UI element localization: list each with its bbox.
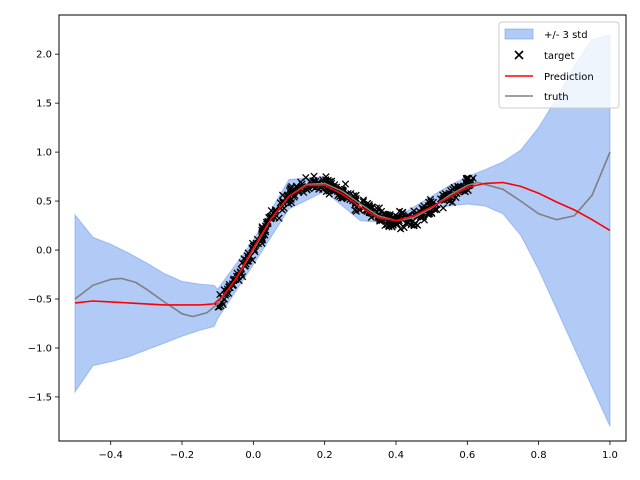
std-band (74, 33, 611, 427)
target-point (400, 223, 408, 232)
target-point (303, 186, 311, 194)
y-tick-label: −0.5 (28, 295, 52, 306)
y-tick-label: −1.0 (28, 343, 52, 354)
plot-area (74, 33, 611, 427)
target-point (310, 172, 318, 180)
target-point (286, 184, 295, 192)
target-point (426, 195, 435, 204)
legend-truth-label: truth (544, 92, 569, 103)
target-point (359, 196, 368, 204)
x-tick-label: 0.6 (459, 450, 475, 461)
legend-box (498, 21, 620, 109)
legend-target-label: target (544, 51, 574, 62)
target-point (338, 192, 346, 200)
target-point (322, 176, 330, 184)
target-point (407, 221, 415, 229)
target-point (469, 174, 477, 182)
x-tick-label: −0.4 (99, 450, 123, 461)
legend: +/- 3 std target Prediction truth (498, 21, 620, 109)
target-point (462, 174, 470, 183)
prediction-line-layer (74, 181, 611, 306)
target-point (428, 209, 436, 218)
target-point (300, 188, 308, 197)
x-tick-label: 1.0 (602, 450, 618, 461)
target-point (219, 300, 227, 309)
y-tick-label: 1.0 (36, 148, 52, 159)
x-tick-label: 0.2 (317, 450, 333, 461)
target-point (385, 222, 393, 231)
std-band-layer (74, 33, 611, 427)
legend-prediction-label: Prediction (544, 72, 594, 83)
prediction-line (74, 181, 611, 306)
x-tick-label: 0.4 (388, 450, 404, 461)
target-point (284, 191, 293, 200)
target-point (278, 191, 287, 199)
legend-band-label: +/- 3 std (544, 30, 588, 41)
truth-line (74, 151, 611, 318)
x-tick-label: 0.8 (531, 450, 547, 461)
target-point (229, 281, 237, 289)
legend-band-swatch (504, 28, 534, 40)
y-tick-label: −1.5 (28, 392, 52, 403)
target-point (325, 190, 333, 198)
target-point (377, 207, 386, 216)
target-point (341, 180, 350, 188)
target-point (275, 214, 283, 222)
axes-frame (58, 14, 627, 442)
target-point (427, 198, 435, 206)
target-point (352, 195, 360, 203)
target-point (450, 183, 458, 192)
legend-target-marker (514, 50, 524, 60)
x-tick-label: −0.2 (170, 450, 194, 461)
target-point (375, 204, 384, 212)
y-tick-label: 0.5 (36, 197, 52, 208)
target-point (248, 256, 257, 264)
target-point (389, 221, 397, 229)
target-point (368, 203, 377, 212)
target-point (439, 204, 447, 212)
target-point (322, 173, 330, 181)
target-point (352, 207, 360, 215)
target-point (425, 210, 434, 218)
y-axis-ticks: −1.5 −1.0 −0.5 0.0 0.5 1.0 1.5 2.0 (28, 50, 59, 403)
x-axis-ticks: −0.4 −0.2 0.0 0.2 0.4 0.6 0.8 1.0 (99, 441, 618, 461)
x-tick-label: 0.0 (245, 450, 261, 461)
target-point (302, 173, 310, 182)
y-tick-label: 0.0 (36, 246, 52, 257)
truth-line-layer (74, 151, 611, 318)
target-point (315, 185, 323, 193)
target-point (402, 219, 410, 227)
y-tick-label: 2.0 (36, 50, 52, 61)
y-tick-label: 1.5 (36, 99, 52, 110)
